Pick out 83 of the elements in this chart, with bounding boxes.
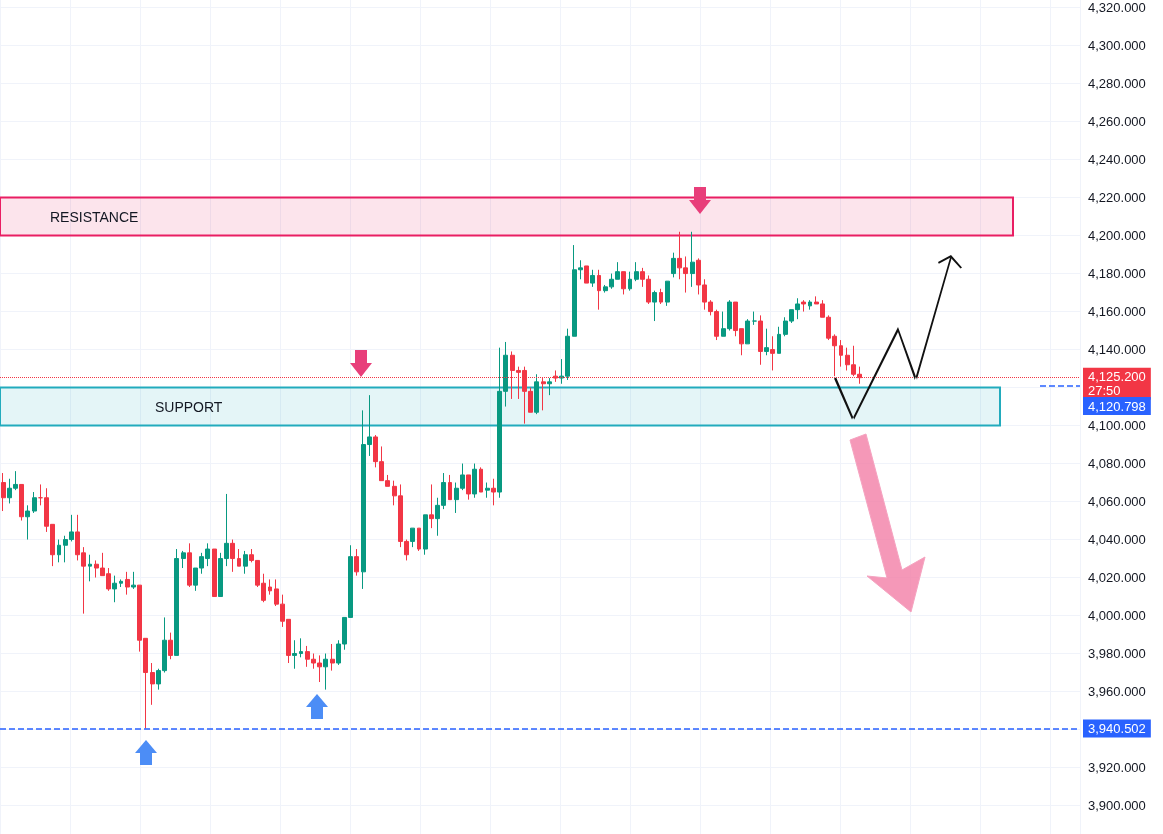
candlestick	[584, 265, 589, 284]
candlestick	[652, 290, 657, 322]
candlestick	[472, 463, 477, 499]
candlestick	[491, 478, 496, 506]
candlestick	[659, 288, 663, 305]
candlestick	[125, 571, 130, 596]
y-tick-label: 4,160.000	[1088, 304, 1146, 320]
y-tick-label: 4,080.000	[1088, 456, 1146, 472]
candlestick	[243, 550, 248, 575]
candlestick	[429, 483, 434, 529]
candlestick	[57, 539, 61, 563]
candlestick	[88, 554, 92, 582]
candlestick	[745, 318, 750, 345]
y-tick-label: 4,240.000	[1088, 152, 1146, 168]
y-tick-label: 4,320.000	[1088, 0, 1146, 16]
candlestick	[131, 571, 136, 590]
candlestick	[764, 328, 769, 356]
candlestick	[423, 514, 428, 556]
band-label: RESISTANCE	[50, 208, 139, 225]
candlestick	[292, 639, 297, 670]
candlestick	[237, 548, 241, 567]
candlestick	[752, 311, 757, 326]
candlestick	[119, 578, 123, 588]
y-tick-label: 4,220.000	[1088, 190, 1146, 206]
y-tick-label: 3,900.000	[1088, 798, 1146, 813]
y-tick-label: 4,300.000	[1088, 38, 1146, 54]
candlestick	[758, 314, 763, 366]
candlestick	[330, 643, 335, 672]
candlestick	[410, 527, 415, 548]
candlestick	[485, 482, 490, 499]
candlestick	[590, 269, 595, 288]
text: 27:50	[1088, 383, 1121, 399]
candlestick	[19, 483, 24, 522]
candlestick	[187, 542, 192, 588]
candlestick	[448, 474, 452, 501]
candlestick	[801, 299, 806, 313]
y-tick-label: 4,100.000	[1088, 418, 1146, 434]
candlestick	[690, 231, 695, 288]
candlestick	[299, 637, 303, 658]
y-tick-label: 3,920.000	[1088, 760, 1146, 776]
candlestick	[417, 527, 421, 552]
candlestick	[671, 252, 676, 278]
y-tick-label: 4,140.000	[1088, 342, 1146, 358]
y-tick-label: 4,060.000	[1088, 494, 1146, 510]
candlestick	[230, 539, 235, 573]
candlestick	[150, 662, 155, 706]
ref-line-label: 4,125.200	[1088, 369, 1146, 385]
candlestick	[597, 269, 601, 311]
y-tick-label: 3,960.000	[1088, 684, 1146, 700]
candlestick	[168, 632, 173, 660]
y-tick-label: 4,020.000	[1088, 570, 1146, 586]
y-tick-label: 4,200.000	[1088, 228, 1146, 244]
candlestick	[354, 548, 359, 577]
ref-line-label: 3,940.502	[1088, 721, 1146, 737]
candlestick	[466, 474, 471, 501]
candlestick	[25, 504, 30, 541]
candlestick	[770, 335, 775, 371]
candlestick	[628, 271, 632, 292]
candlestick	[112, 575, 117, 603]
candlestick	[212, 548, 217, 598]
y-tick-label: 4,280.000	[1088, 76, 1146, 92]
y-tick-label: 4,040.000	[1088, 532, 1146, 548]
candlestick	[621, 271, 626, 295]
candlestick	[534, 373, 539, 415]
candlestick	[323, 653, 328, 691]
candlestick	[479, 466, 483, 493]
candlestick	[665, 280, 670, 307]
candlestick	[174, 548, 179, 656]
candlestick	[547, 377, 552, 396]
y-tick-label: 3,980.000	[1088, 646, 1146, 662]
candlestick	[839, 339, 843, 368]
candlestick	[181, 550, 186, 569]
candlestick	[634, 261, 639, 282]
candlestick	[32, 491, 37, 514]
candlestick	[808, 299, 812, 311]
y-tick-label: 4,260.000	[1088, 114, 1146, 130]
candlestick	[777, 326, 781, 354]
band-label: SUPPORT	[155, 398, 223, 415]
y-tick-label: 4,180.000	[1088, 266, 1146, 282]
ref-line-label: 4,120.798	[1088, 398, 1146, 414]
y-tick-label: 4,000.000	[1088, 608, 1146, 624]
candlestick	[268, 578, 272, 596]
candlestick	[1, 472, 6, 512]
